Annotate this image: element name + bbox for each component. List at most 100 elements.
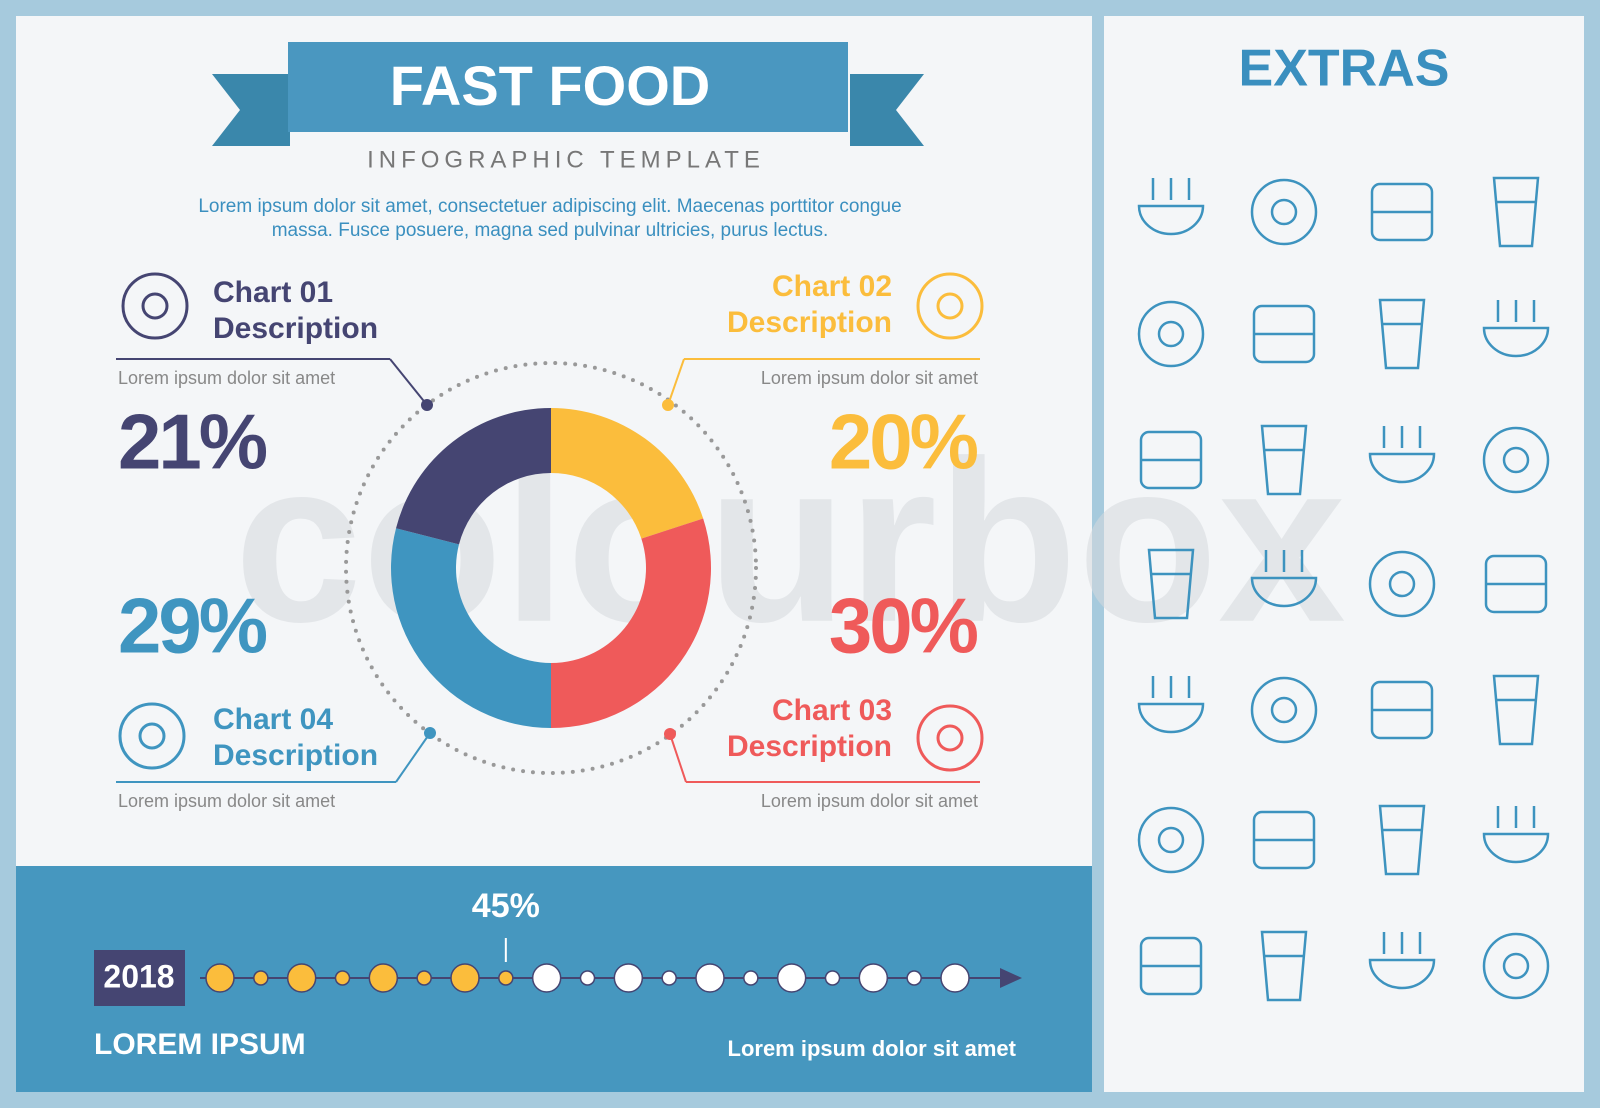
panel-icon	[936, 724, 964, 752]
donut-slice	[551, 408, 704, 539]
leader-line	[395, 732, 431, 783]
chart-name: Chart 01	[213, 276, 333, 309]
panel-icon	[916, 704, 984, 772]
leader-dot	[664, 728, 676, 740]
timeline: 2018 45% LOREM IPSUM Lorem ipsum dolor sit …	[94, 887, 1022, 1061]
panel-icon	[141, 292, 169, 320]
donut	[344, 361, 758, 775]
timeline-dot	[661, 970, 677, 986]
chart-desc: Description	[727, 730, 892, 763]
donut-slice	[396, 408, 551, 545]
panel-icon	[121, 272, 189, 340]
timeline-dot	[940, 963, 970, 993]
timeline-dot	[498, 970, 514, 986]
timeline-dot	[579, 970, 596, 986]
panel-icon	[118, 702, 186, 770]
progress-label: 45%	[472, 887, 540, 925]
icon	[1260, 424, 1308, 496]
icon-grid	[1137, 176, 1550, 1002]
timeline-dot	[450, 963, 480, 993]
timeline-dot	[416, 970, 432, 986]
icon	[1250, 178, 1318, 246]
extras-panel	[1104, 16, 1584, 1092]
timeline-dot	[858, 963, 889, 993]
leader-dot	[424, 727, 436, 739]
icon	[1368, 550, 1436, 618]
panel-text: Lorem ipsum dolor sit amet	[118, 368, 335, 388]
icon	[1502, 952, 1530, 980]
icon	[1250, 550, 1318, 608]
icon	[1260, 930, 1308, 1002]
timeline-dot	[695, 963, 725, 993]
chart-desc: Description	[213, 739, 378, 772]
icon	[1482, 806, 1550, 864]
timeline-dot	[776, 963, 807, 993]
icon	[1482, 932, 1550, 1000]
panel-icon	[138, 722, 166, 750]
icon	[1378, 804, 1426, 876]
timeline-dot	[286, 963, 317, 993]
value-label: 30%	[829, 582, 978, 670]
icon	[1137, 300, 1205, 368]
leader-line	[669, 733, 687, 783]
chart-name: Chart 03	[772, 694, 892, 727]
icon	[1147, 548, 1195, 620]
icon	[1492, 176, 1540, 248]
chart-name: Chart 04	[213, 703, 333, 736]
panel-text: Lorem ipsum dolor sit amet	[761, 368, 978, 388]
year-box	[94, 950, 185, 1006]
chart-desc: Description	[213, 312, 378, 345]
extras-title: EXTRAS	[1239, 40, 1450, 98]
leader-line	[389, 358, 428, 406]
chart-name: Chart 02	[772, 270, 892, 303]
leader-dot	[421, 399, 433, 411]
intro-line: massa. Fusce posuere, magna sed pulvinar…	[272, 220, 829, 241]
timeline-dot	[368, 963, 399, 993]
icon	[1157, 826, 1185, 854]
timeline-dot	[253, 970, 269, 986]
timeline-dot	[613, 963, 644, 993]
icon	[1482, 426, 1550, 494]
icon	[1137, 676, 1205, 734]
icon	[1368, 932, 1436, 990]
timeline-dot	[531, 963, 562, 993]
donut-slice	[390, 528, 551, 728]
icon	[1378, 298, 1426, 370]
subtitle: INFOGRAPHIC TEMPLATE	[367, 146, 765, 173]
panel-text: Lorem ipsum dolor sit amet	[118, 791, 335, 811]
icon	[1492, 674, 1540, 746]
icon	[1157, 320, 1185, 348]
panel-icon	[916, 272, 984, 340]
ribbon	[288, 42, 848, 132]
leader-dot	[662, 399, 674, 411]
note: Lorem ipsum dolor sit amet	[728, 1036, 1017, 1061]
dotted-ring	[344, 361, 758, 775]
timeline-dot	[824, 970, 841, 986]
donut-slice	[551, 518, 712, 728]
leader-line	[667, 358, 685, 406]
icon	[1482, 300, 1550, 358]
icon	[1137, 806, 1205, 874]
icon	[1250, 676, 1318, 744]
icon	[1368, 426, 1436, 484]
value-label: 21%	[118, 398, 267, 486]
caption: LOREM IPSUM	[94, 1028, 306, 1061]
panel-icon	[936, 292, 964, 320]
timeline-dot	[906, 970, 922, 986]
ribbon-tail	[212, 74, 290, 146]
value-label: 29%	[118, 582, 267, 670]
timeline-dot	[743, 970, 759, 986]
value-label: 20%	[829, 398, 978, 486]
icon	[1388, 570, 1416, 598]
icon	[1502, 446, 1530, 474]
panel-text: Lorem ipsum dolor sit amet	[761, 791, 978, 811]
chart-desc: Description	[727, 306, 892, 339]
year: 2018	[103, 958, 174, 994]
intro-line: Lorem ipsum dolor sit amet, consectetuer…	[198, 196, 901, 217]
timeline-arrow	[1000, 968, 1022, 988]
title: FAST FOOD	[390, 54, 710, 117]
icon	[1270, 198, 1298, 226]
ribbon-tail	[850, 74, 924, 146]
icon	[1270, 696, 1298, 724]
